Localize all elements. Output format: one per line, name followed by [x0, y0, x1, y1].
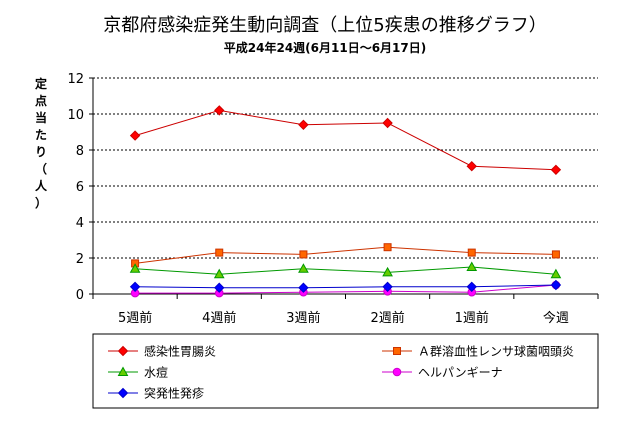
legend-label: 水痘: [144, 365, 168, 380]
y-tick-label: 12: [67, 72, 84, 87]
x-tick-label: 2週前: [370, 310, 404, 326]
series-line: [134, 109, 556, 171]
legend-label: ヘルパンギーナ: [418, 366, 503, 380]
data-point: [466, 160, 477, 172]
y-axis-label-char: 人: [35, 178, 48, 193]
series-line: [135, 284, 556, 289]
series-line: [135, 266, 556, 275]
legend-box: [92, 333, 599, 409]
data-point: [551, 250, 560, 259]
series-line: [135, 284, 556, 294]
x-tick-label: 3週前: [286, 310, 320, 326]
data-point: [298, 119, 309, 131]
y-tick-label: 0: [76, 288, 84, 303]
data-point: [214, 282, 225, 293]
data-point: [129, 263, 141, 273]
grid-layer: [93, 77, 598, 259]
data-point: [550, 279, 562, 291]
legend-item: ヘルパンギーナ: [382, 366, 503, 380]
data-point: [129, 281, 141, 293]
y-tick-label: 4: [76, 216, 84, 231]
x-tick-label: 今週: [543, 310, 569, 326]
data-point: [299, 250, 308, 259]
chart-title: 京都府感染症発生動向調査（上位5疾患の推移グラフ）: [103, 15, 546, 36]
axis-layer: 0 2 4 6 8 10 12 5週前 4週前 3週前 2週前 1週前 今週: [67, 72, 599, 326]
y-tick-label: 10: [67, 108, 84, 123]
data-point: [215, 248, 224, 257]
data-point: [466, 281, 477, 293]
legend-item: 水痘: [108, 365, 168, 380]
legend-label: 突発性発疹: [144, 386, 204, 401]
data-point: [383, 243, 392, 252]
legend-marker: [117, 345, 129, 357]
series-1: [129, 105, 562, 176]
legend-label: Ａ群溶血性レンサ球菌咽頭炎: [418, 344, 574, 359]
y-axis-label-char: 点: [35, 93, 47, 108]
series-3: [129, 261, 562, 279]
data-point: [129, 130, 141, 141]
data-point: [298, 282, 309, 293]
x-tick-label: 4週前: [202, 310, 236, 326]
y-axis-label-char: （: [35, 161, 47, 176]
series-5: [129, 279, 562, 293]
data-point: [213, 268, 225, 279]
x-tick-label: 1週前: [455, 310, 489, 326]
legend-marker: [117, 366, 129, 376]
data-point: [382, 266, 393, 277]
series-layer: [129, 105, 562, 298]
y-tick-label: 6: [76, 180, 84, 195]
legend-marker: [117, 387, 129, 399]
y-tick-label: 8: [76, 144, 84, 159]
data-point: [298, 263, 309, 273]
data-point: [214, 105, 225, 116]
legend-item: Ａ群溶血性レンサ球菌咽頭炎: [382, 344, 574, 359]
y-axis-label-char: り: [35, 145, 47, 159]
y-axis-label-char: ）: [35, 195, 47, 210]
legend-marker: [393, 347, 401, 355]
legend-marker: [392, 367, 402, 377]
y-tick-label: 2: [76, 252, 84, 267]
y-axis-label-char: 当: [35, 110, 47, 125]
data-point: [466, 261, 478, 271]
chart-subtitle: 平成24年24週(6月11日～6月17日): [224, 40, 426, 55]
y-axis-label-char: 定: [35, 76, 47, 91]
x-tick-label: 5週前: [118, 310, 152, 326]
series-2: [131, 243, 560, 268]
series-line: [135, 246, 556, 264]
data-point: [382, 117, 393, 129]
data-point: [467, 248, 476, 257]
data-point: [550, 164, 562, 176]
legend-label: 感染性胃腸炎: [144, 344, 216, 359]
legend-item: 感染性胃腸炎: [108, 344, 216, 359]
data-point: [550, 268, 562, 279]
y-axis-label-char: た: [35, 128, 47, 142]
data-point: [382, 281, 393, 293]
legend-item: 突発性発疹: [108, 386, 204, 401]
